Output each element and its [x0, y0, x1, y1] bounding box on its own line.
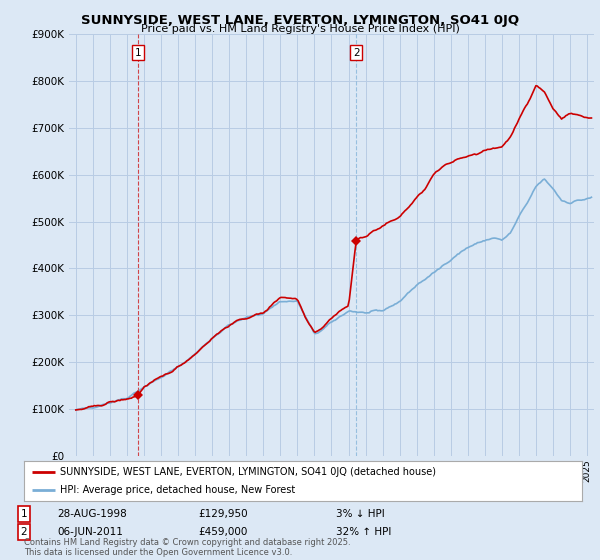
Text: HPI: Average price, detached house, New Forest: HPI: Average price, detached house, New …	[60, 486, 296, 495]
Text: 1: 1	[135, 48, 142, 58]
Text: £129,950: £129,950	[198, 509, 248, 519]
Text: 2: 2	[353, 48, 359, 58]
Text: Price paid vs. HM Land Registry's House Price Index (HPI): Price paid vs. HM Land Registry's House …	[140, 24, 460, 34]
Text: 28-AUG-1998: 28-AUG-1998	[57, 509, 127, 519]
Text: Contains HM Land Registry data © Crown copyright and database right 2025.
This d: Contains HM Land Registry data © Crown c…	[24, 538, 350, 557]
Text: 3% ↓ HPI: 3% ↓ HPI	[336, 509, 385, 519]
Text: SUNNYSIDE, WEST LANE, EVERTON, LYMINGTON, SO41 0JQ: SUNNYSIDE, WEST LANE, EVERTON, LYMINGTON…	[81, 14, 519, 27]
Text: £459,000: £459,000	[198, 527, 247, 537]
Text: 32% ↑ HPI: 32% ↑ HPI	[336, 527, 391, 537]
Text: 1: 1	[20, 509, 28, 519]
Text: 06-JUN-2011: 06-JUN-2011	[57, 527, 123, 537]
Text: SUNNYSIDE, WEST LANE, EVERTON, LYMINGTON, SO41 0JQ (detached house): SUNNYSIDE, WEST LANE, EVERTON, LYMINGTON…	[60, 467, 436, 477]
Text: 2: 2	[20, 527, 28, 537]
